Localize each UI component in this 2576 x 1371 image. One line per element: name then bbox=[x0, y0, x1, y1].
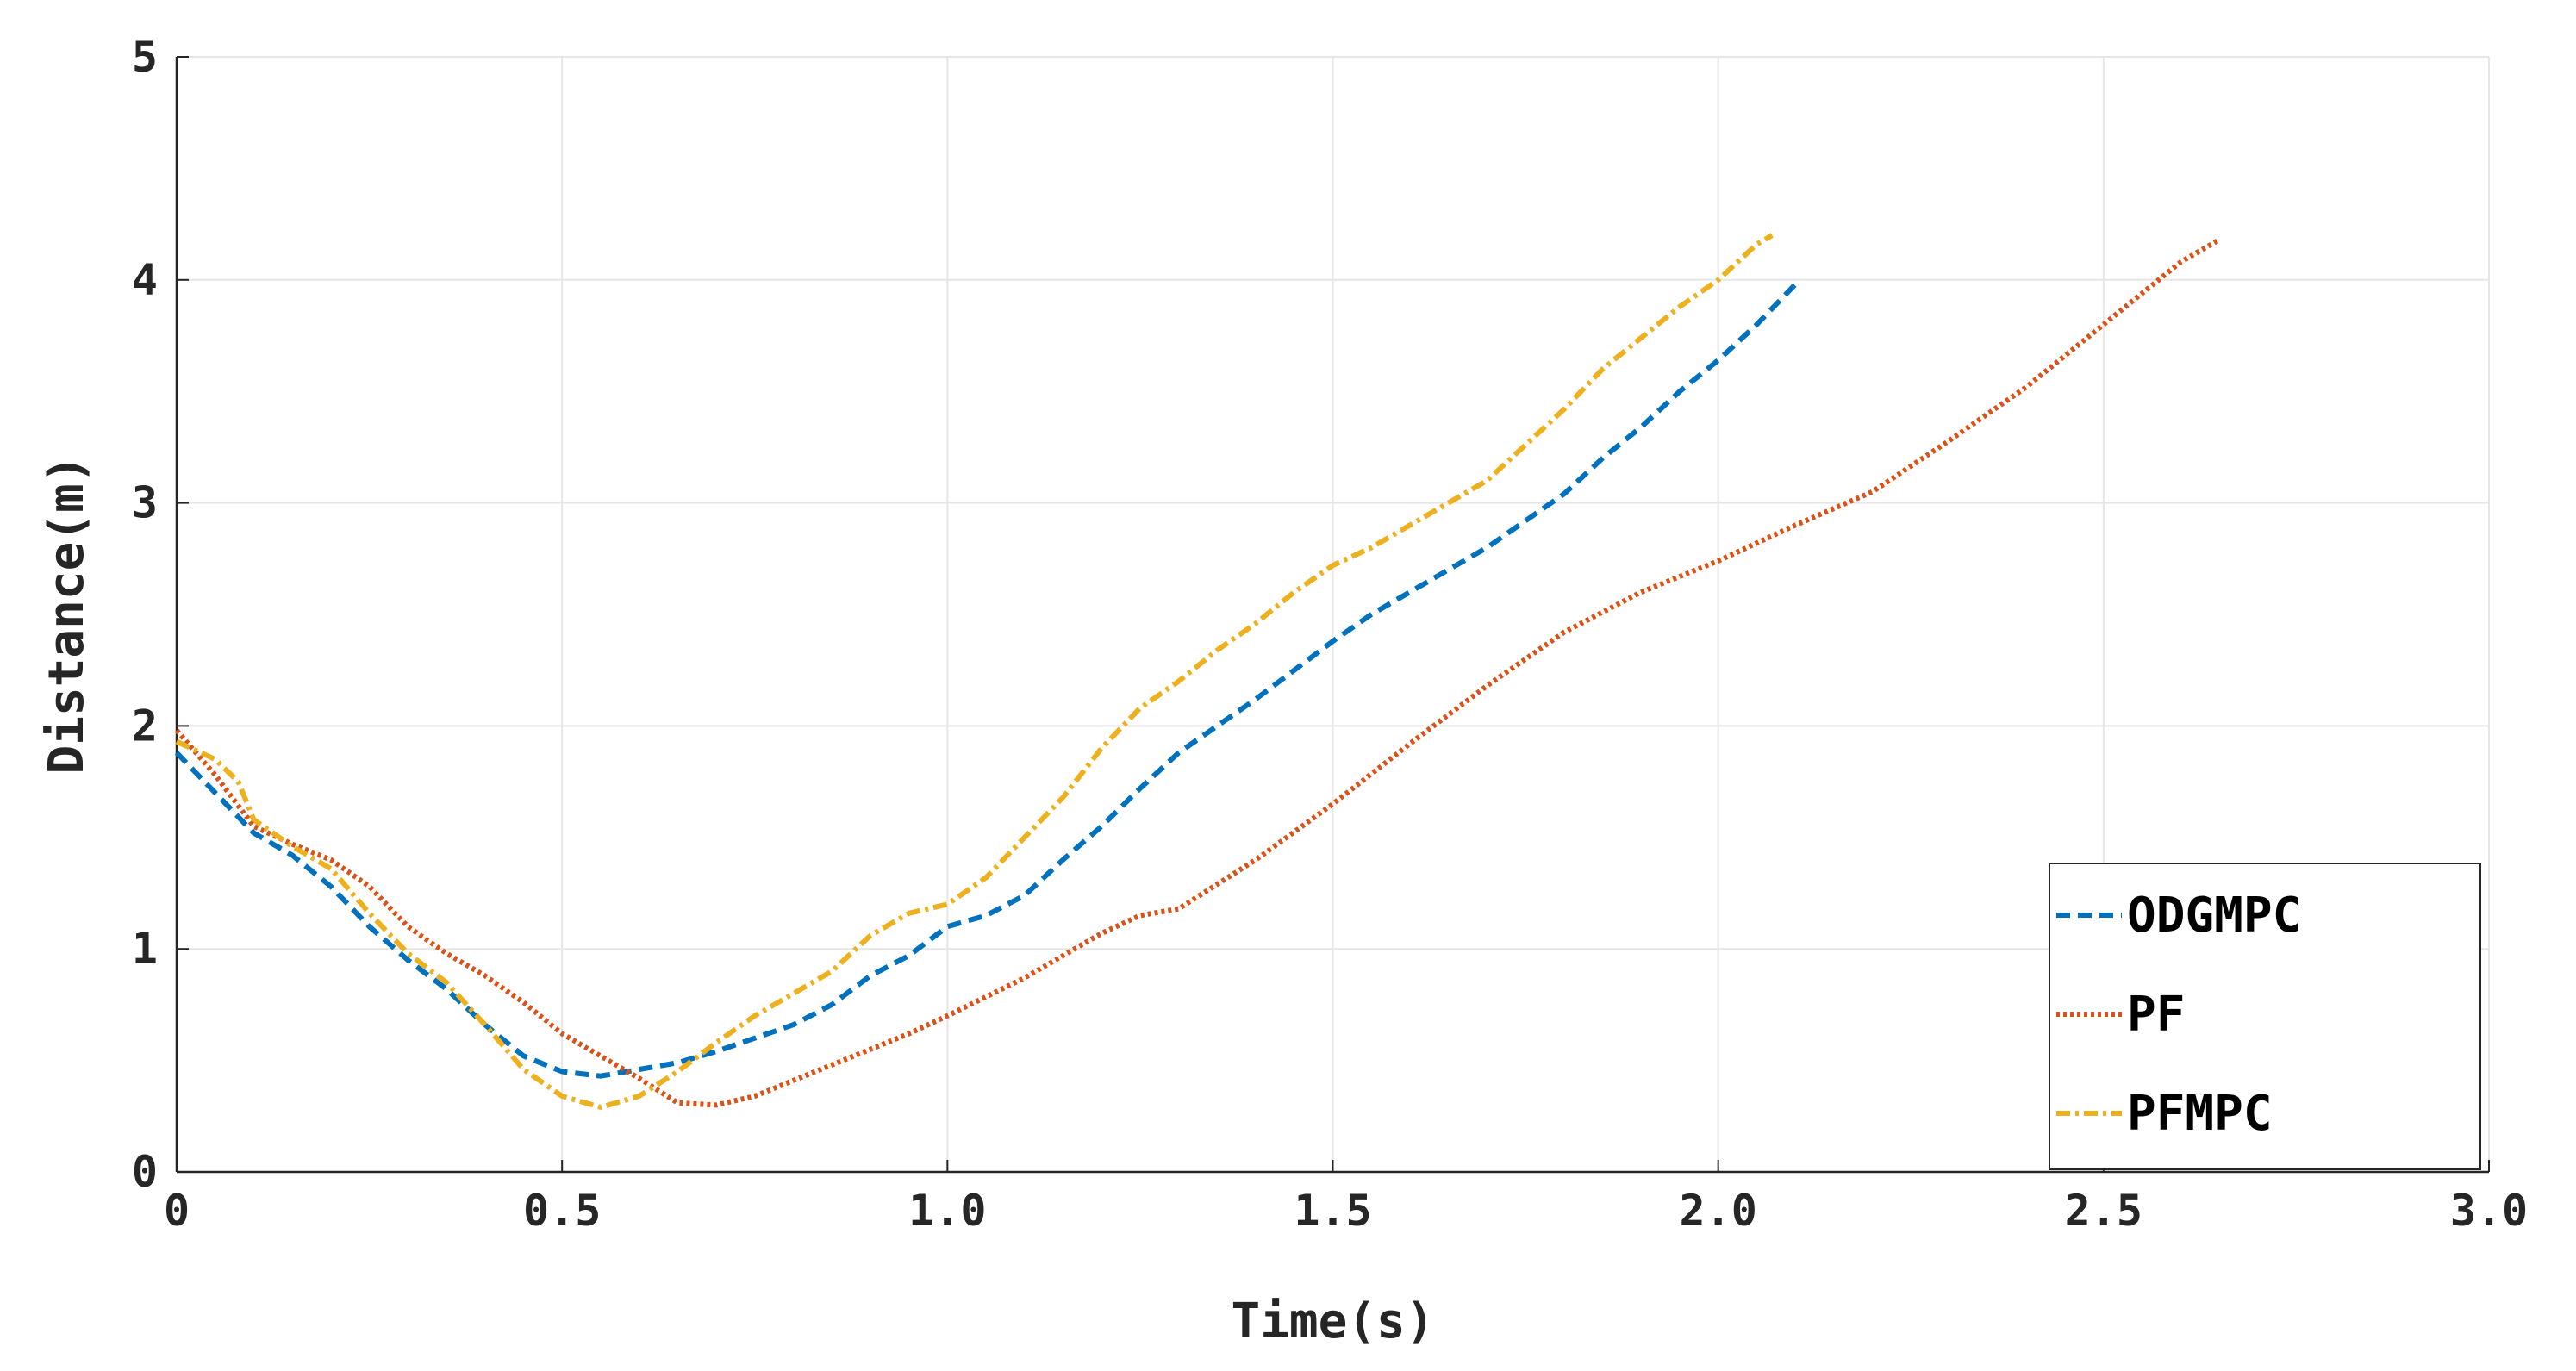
y-tick-label: 5 bbox=[132, 32, 158, 82]
series-line-pf bbox=[174, 237, 2221, 1108]
legend-label: PF bbox=[2127, 987, 2185, 1043]
x-tick-label: 1.5 bbox=[1294, 1186, 1371, 1236]
grid bbox=[176, 56, 2490, 1173]
x-tick-label: 3.0 bbox=[2450, 1186, 2528, 1236]
x-axis-label: Time(s) bbox=[1231, 1293, 1434, 1349]
y-tick-label: 3 bbox=[132, 478, 158, 528]
legend: ODGMPC PF PFMPC bbox=[2049, 863, 2481, 1170]
y-tick-label: 0 bbox=[132, 1147, 158, 1197]
x-tick-label: 1.0 bbox=[908, 1186, 986, 1236]
tick-labels: 0 0.5 1.0 1.5 2.0 2.5 3.0 0 1 2 3 4 5 bbox=[132, 32, 2528, 1236]
legend-label: PFMPC bbox=[2127, 1086, 2273, 1142]
series-line-pfmpc bbox=[175, 233, 1774, 1110]
series-line-odgmpc bbox=[174, 282, 1798, 1079]
y-axis-label: Distance(m) bbox=[39, 455, 95, 775]
x-tick-label: 0 bbox=[164, 1186, 190, 1236]
axes bbox=[175, 56, 2490, 1174]
x-tick-label: 0.5 bbox=[523, 1186, 601, 1236]
legend-label: ODGMPC bbox=[2127, 888, 2301, 944]
y-tick-label: 1 bbox=[132, 924, 158, 974]
x-tick-label: 2.0 bbox=[1680, 1186, 1757, 1236]
series-lines bbox=[174, 233, 2221, 1110]
y-tick-label: 2 bbox=[132, 701, 158, 751]
x-tick-label: 2.5 bbox=[2065, 1186, 2143, 1236]
y-tick-label: 4 bbox=[132, 255, 158, 305]
